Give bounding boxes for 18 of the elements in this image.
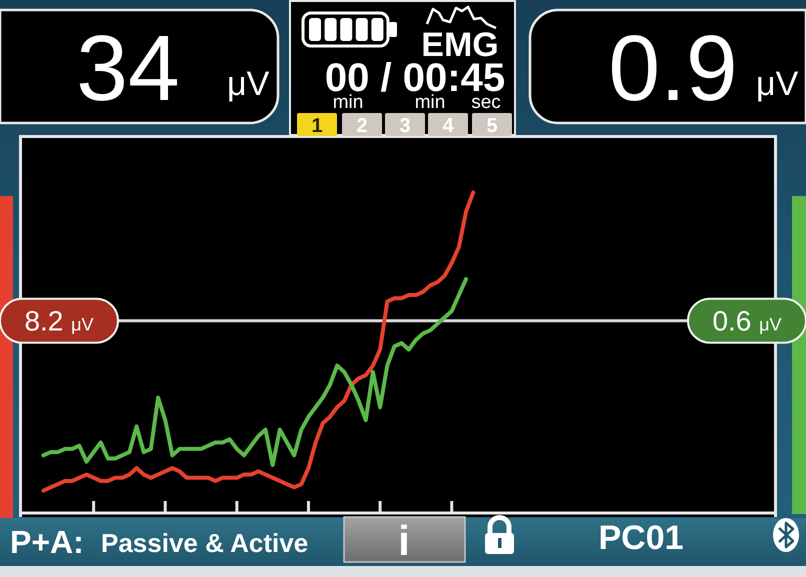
text: 4 xyxy=(442,115,454,137)
text: μV xyxy=(227,65,270,103)
text: 2 xyxy=(356,115,368,137)
text: 0.9 xyxy=(608,16,738,120)
text: 1 xyxy=(311,115,323,137)
text: EMG xyxy=(421,26,499,64)
text: μV xyxy=(756,65,799,103)
text: 5 xyxy=(486,115,498,137)
text: 3 xyxy=(399,115,411,137)
text: min xyxy=(414,92,446,113)
text: PC01 xyxy=(598,519,684,557)
text: P+A: xyxy=(10,524,84,560)
text: 34 xyxy=(76,16,180,120)
ref-line-label: 8.2 μV xyxy=(24,306,94,337)
text: sec xyxy=(471,92,501,113)
text: Passive & Active xyxy=(101,528,308,558)
text: i xyxy=(398,517,410,564)
annotation: 0.6 μV xyxy=(712,306,782,337)
